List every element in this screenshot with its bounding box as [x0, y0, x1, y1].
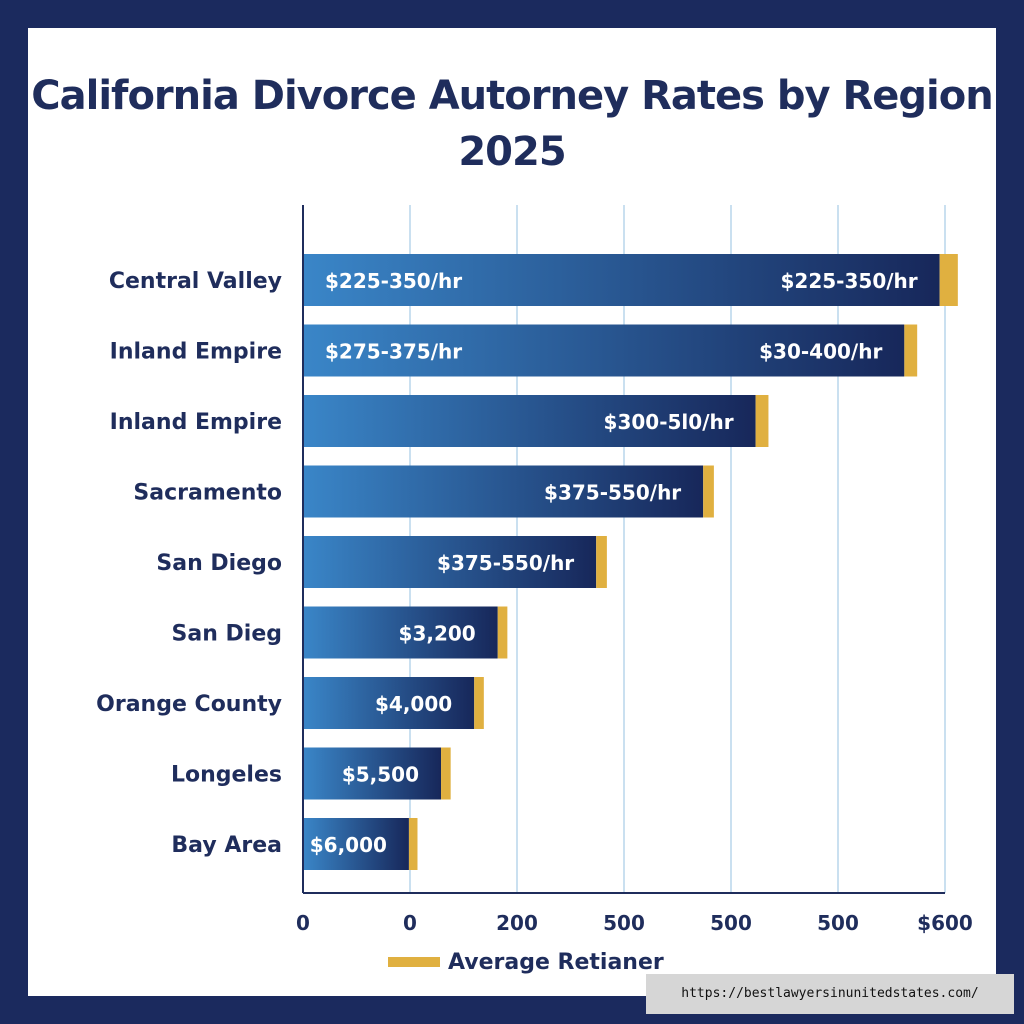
retainer-bar	[497, 606, 508, 659]
bar-label-right: $225-350/hr	[781, 269, 918, 293]
bar-label-right: $4,000	[375, 692, 452, 716]
retainer-bar	[596, 536, 607, 588]
retainer-bar	[408, 818, 418, 870]
bar-label-left: $275-375/hr	[325, 340, 462, 364]
retainer-bar	[755, 395, 769, 447]
bar	[303, 606, 498, 659]
retainer-bar	[939, 254, 958, 306]
chart-title: California Divorce Autorney Rates by Reg…	[0, 68, 1024, 180]
category-label: Bay Area	[171, 833, 282, 858]
category-label: Orange County	[96, 692, 282, 717]
chart-legend: Average Retianer	[388, 946, 664, 978]
bar	[303, 677, 475, 729]
bar-label-right: $5,500	[342, 763, 419, 787]
category-label: Longeles	[171, 763, 282, 788]
bar	[303, 324, 905, 377]
bar-label-right: $30-400/hr	[759, 340, 882, 364]
retainer-bar	[474, 677, 484, 729]
bar	[303, 536, 597, 588]
bar-label-right: $300-5l0/hr	[604, 410, 734, 434]
x-tick-label: 200	[496, 911, 538, 935]
x-tick-label: 500	[817, 911, 859, 935]
bar-label-right: $375-550/hr	[437, 551, 574, 575]
bar	[303, 747, 442, 800]
bar	[303, 395, 756, 447]
category-label: Inland Empire	[110, 410, 282, 435]
bar	[303, 818, 409, 870]
bar	[303, 254, 940, 306]
legend-label: Average Retianer	[448, 949, 664, 975]
x-tick-label: 0	[296, 911, 310, 935]
bar-label-right: $375-550/hr	[544, 481, 681, 505]
retainer-bar	[441, 747, 451, 800]
category-label: San Dieg	[172, 622, 282, 647]
title-line-1: California Divorce Autorney Rates by Reg…	[31, 73, 993, 119]
bar-label-right: $3,200	[399, 622, 476, 646]
bar-label-right: $6,000	[310, 833, 387, 857]
category-label: Inland Empire	[110, 340, 282, 365]
legend-swatch	[388, 957, 440, 967]
title-line-2: 2025	[458, 129, 566, 175]
x-tick-label: $600	[917, 911, 973, 935]
category-label: San Diego	[156, 551, 282, 576]
bar-label-left: $225-350/hr	[325, 269, 462, 293]
x-tick-label: 0	[403, 911, 417, 935]
x-tick-label: 500	[710, 911, 752, 935]
x-tick-label: 500	[603, 911, 645, 935]
category-label: Central Valley	[109, 269, 282, 294]
retainer-bar	[904, 324, 918, 377]
retainer-bar	[703, 465, 714, 518]
category-label: Sacramento	[133, 481, 282, 506]
source-watermark: https://bestlawyersinunitedstates.com/	[646, 974, 1014, 1014]
bar	[303, 465, 704, 518]
